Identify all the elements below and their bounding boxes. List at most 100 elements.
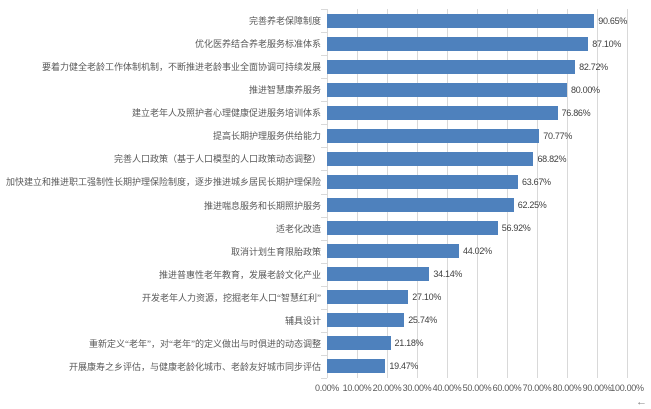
bar-value-label: 44.02% (463, 246, 492, 257)
bar (327, 128, 540, 143)
category-tick-mark (321, 354, 327, 356)
bar-value-label: 68.82% (537, 153, 567, 164)
category-label: 推进普惠性老年教育，发展老龄文化产业 (158, 269, 321, 280)
bar (327, 313, 405, 328)
bar (327, 82, 567, 97)
x-axis-tick-label: 50.00% (462, 383, 492, 393)
category-label: 取消计划生育限胎政策 (230, 246, 321, 257)
bar-row: 27.10% (327, 286, 627, 309)
bar-row: 56.92% (327, 217, 627, 240)
category-label: 提高长期护理服务供给能力 (212, 131, 321, 142)
category-label: 推进智慧康养服务 (248, 85, 321, 96)
bar-row: 34.14% (327, 263, 627, 286)
bar (327, 198, 514, 213)
x-axis-tick-label: 0.00% (314, 383, 340, 393)
bar-row: 25.74% (327, 309, 627, 332)
gridline (477, 9, 478, 378)
bar-value-label: 21.18% (394, 338, 424, 349)
bar-row: 62.25% (327, 194, 627, 217)
bar (327, 13, 595, 28)
bar (327, 105, 558, 120)
category-label: 重新定义“老年”，对“老年”的定义做出与时俱进的动态调整 (89, 338, 321, 349)
bar-value-label: 90.65% (598, 15, 627, 26)
bar-value-label: 62.25% (517, 200, 547, 211)
x-axis-labels: 0.00% 10.00% 20.00% 30.00% 40.00% 50.00% 60.00… (315, 383, 644, 397)
category-tick-mark (321, 78, 327, 80)
category-label: 适老化改造 (275, 223, 321, 234)
category-tick-mark (321, 239, 327, 241)
gridline (597, 9, 598, 378)
bar-row: 76.86% (327, 101, 627, 124)
category-label: 开展康寿之乡评估，与健康老龄化城市、老龄友好城市同步评估 (68, 361, 321, 372)
category-label: 完善养老保障制度 (248, 16, 321, 27)
bar-row: 19.47% (327, 355, 627, 378)
category-label: 要着力健全老龄工作体制机制，不断推进老龄事业全面协调可持续发展 (41, 62, 321, 73)
x-axis-tick-label: 60.00% (492, 383, 522, 393)
category-tick-mark (321, 308, 327, 310)
category-tick-mark (321, 124, 327, 126)
gridline (327, 9, 328, 378)
bar-value-label: 19.47% (389, 361, 419, 372)
category-label: 完善人口政策（基于人口模型的人口政策动态调整） (113, 154, 321, 165)
x-axis-tick-label: 40.00% (432, 383, 462, 393)
x-axis-tick-label: 80.00% (552, 383, 582, 393)
category-tick-mark (321, 193, 327, 195)
bar (327, 359, 386, 374)
category-tick-mark (321, 9, 327, 10)
bar-row: 82.72% (327, 55, 627, 78)
bar-value-label: 63.67% (522, 176, 551, 187)
bar-value-label: 56.92% (501, 223, 531, 234)
x-axis-tick-label: 90.00% (582, 383, 612, 393)
bar (327, 174, 518, 189)
bar (327, 244, 460, 259)
category-tick-mark (321, 285, 327, 287)
gridline (627, 9, 628, 378)
bar-row: 87.10% (327, 32, 627, 55)
category-tick-mark (321, 170, 327, 172)
x-axis-tick-label: 30.00% (402, 383, 432, 393)
bar-value-label: 27.10% (412, 292, 442, 303)
bar-row: 70.77% (327, 124, 627, 147)
gridline (567, 9, 568, 378)
category-tick-mark (321, 101, 327, 103)
bar (327, 36, 589, 51)
category-axis-labels: 完善养老保障制度优化医养结合养老服务标准体系要着力健全老龄工作体制机制，不断推进… (0, 9, 321, 378)
category-tick-mark (321, 147, 327, 149)
bar-value-label: 34.14% (433, 269, 463, 280)
bar-value-label: 25.74% (408, 315, 437, 326)
category-label: 开发老年人力资源，挖掘老年人口“智慧红利” (142, 292, 321, 303)
bar-row: 90.65% (327, 9, 627, 32)
left-arrow-icon: ← (636, 396, 647, 408)
category-label: 推进喘息服务和长期照护服务 (203, 200, 321, 211)
bar-value-label: 70.77% (543, 130, 573, 141)
gridline (447, 9, 448, 378)
category-label: 加快建立和推进职工强制性长期护理保险制度，逐步推进城乡居民长期护理保险 (5, 177, 321, 188)
bar (327, 267, 430, 282)
bar-value-label: 76.86% (561, 107, 591, 118)
gridline (417, 9, 418, 378)
bar (327, 59, 576, 74)
category-label: 优化医养结合养老服务标准体系 (194, 39, 321, 50)
bar-value-label: 82.72% (579, 61, 608, 72)
gridline (507, 9, 508, 378)
x-axis-tick-label: 10.00% (342, 383, 372, 393)
category-tick-mark (321, 331, 327, 333)
category-tick-mark (321, 216, 327, 218)
category-tick-mark (321, 262, 327, 264)
bar-row: 68.82% (327, 147, 627, 170)
x-axis-tick-label: 100.00% (610, 383, 644, 393)
bar (327, 336, 391, 351)
category-tick-mark (321, 378, 327, 379)
x-axis-tick-label: 20.00% (372, 383, 402, 393)
x-axis-tick-label: 70.00% (522, 383, 552, 393)
plot-area: 90.65% 87.10% 82.72% 80.00% 76.86% 70.77% 68.8… (327, 9, 628, 378)
bar (327, 221, 498, 236)
gridline (357, 9, 358, 378)
category-label: 建立老年人及照护者心理健康促进服务培训体系 (131, 108, 321, 119)
gridline (387, 9, 388, 378)
gridline (537, 9, 538, 378)
category-tick-mark (321, 32, 327, 34)
category-axis-ticks (321, 9, 327, 379)
bar (327, 151, 534, 166)
